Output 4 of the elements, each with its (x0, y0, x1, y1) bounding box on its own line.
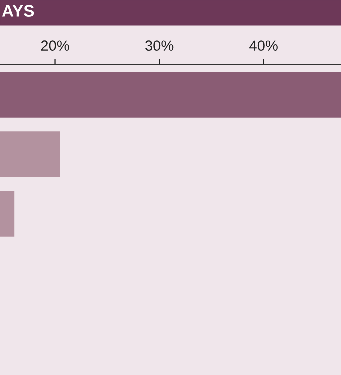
x-tick-label: 20% (41, 40, 70, 52)
x-tick-label: 40% (250, 40, 278, 52)
x-tick-label: 30% (146, 40, 174, 52)
chart-title: AYS (2, 5, 34, 17)
